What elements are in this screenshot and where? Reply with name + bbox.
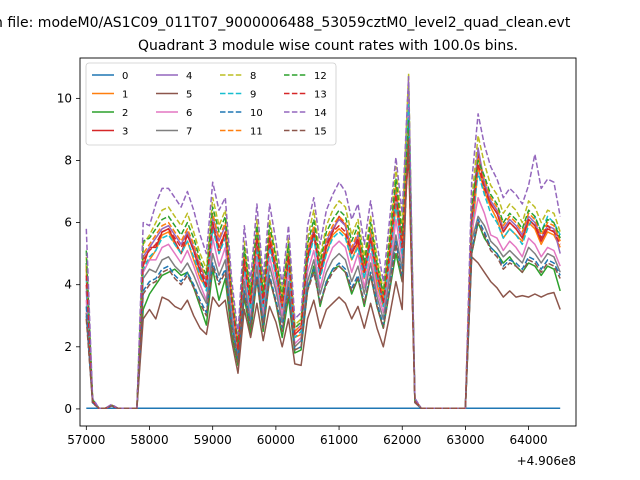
figure-suptitle: n file: modeM0/AS1C09_011T07_9000006488_…: [0, 15, 571, 31]
x-tick-label: 60000: [257, 433, 295, 447]
legend-label-11: 11: [250, 127, 263, 138]
legend-label-12: 12: [314, 71, 327, 82]
legend-label-4: 4: [186, 71, 192, 82]
x-tick-label: 61000: [320, 433, 358, 447]
y-tick-label: 6: [64, 216, 72, 230]
x-tick-label: 64000: [510, 433, 548, 447]
legend-label-15: 15: [314, 127, 327, 138]
legend-label-0: 0: [122, 71, 128, 82]
x-tick-label: 59000: [194, 433, 232, 447]
x-tick-label: 57000: [67, 433, 105, 447]
legend-label-9: 9: [250, 90, 256, 101]
y-tick-label: 2: [64, 340, 72, 354]
series-layer: [85, 72, 561, 410]
y-tick-label: 4: [64, 278, 72, 292]
legend-label-13: 13: [314, 90, 327, 101]
legend-label-2: 2: [122, 108, 128, 119]
x-tick-label: 62000: [383, 433, 421, 447]
x-tick-label: 58000: [130, 433, 168, 447]
y-tick-label: 8: [64, 153, 72, 167]
series-line-5: [85, 113, 561, 410]
series-line-7: [85, 122, 561, 410]
legend-label-3: 3: [122, 127, 128, 138]
legend-label-5: 5: [186, 90, 192, 101]
x-offset-text: +4.906e8: [517, 454, 576, 468]
series-line-14: [85, 75, 561, 410]
y-tick-label: 10: [57, 91, 72, 105]
legend-label-7: 7: [186, 127, 192, 138]
axis-ticks: 57000 58000 59000 60000 61000 62000 63000 64000…: [57, 91, 548, 447]
plot-frame: [79, 57, 577, 427]
series-line-15: [85, 137, 561, 410]
legend-box: [85, 62, 337, 146]
legend-label-14: 14: [314, 108, 327, 119]
legend-label-6: 6: [186, 108, 192, 119]
series-line-6: [85, 100, 561, 410]
series-line-9: [85, 103, 561, 410]
legend-label-10: 10: [250, 108, 263, 119]
legend-label-1: 1: [122, 90, 128, 101]
series-line-8: [85, 72, 561, 410]
legend-label-8: 8: [250, 71, 256, 82]
y-tick-label: 0: [64, 402, 72, 416]
series-line-13: [85, 144, 561, 410]
chart-title: Quadrant 3 module wise count rates with …: [138, 38, 518, 54]
series-line-12: [85, 119, 561, 410]
x-tick-label: 63000: [446, 433, 484, 447]
